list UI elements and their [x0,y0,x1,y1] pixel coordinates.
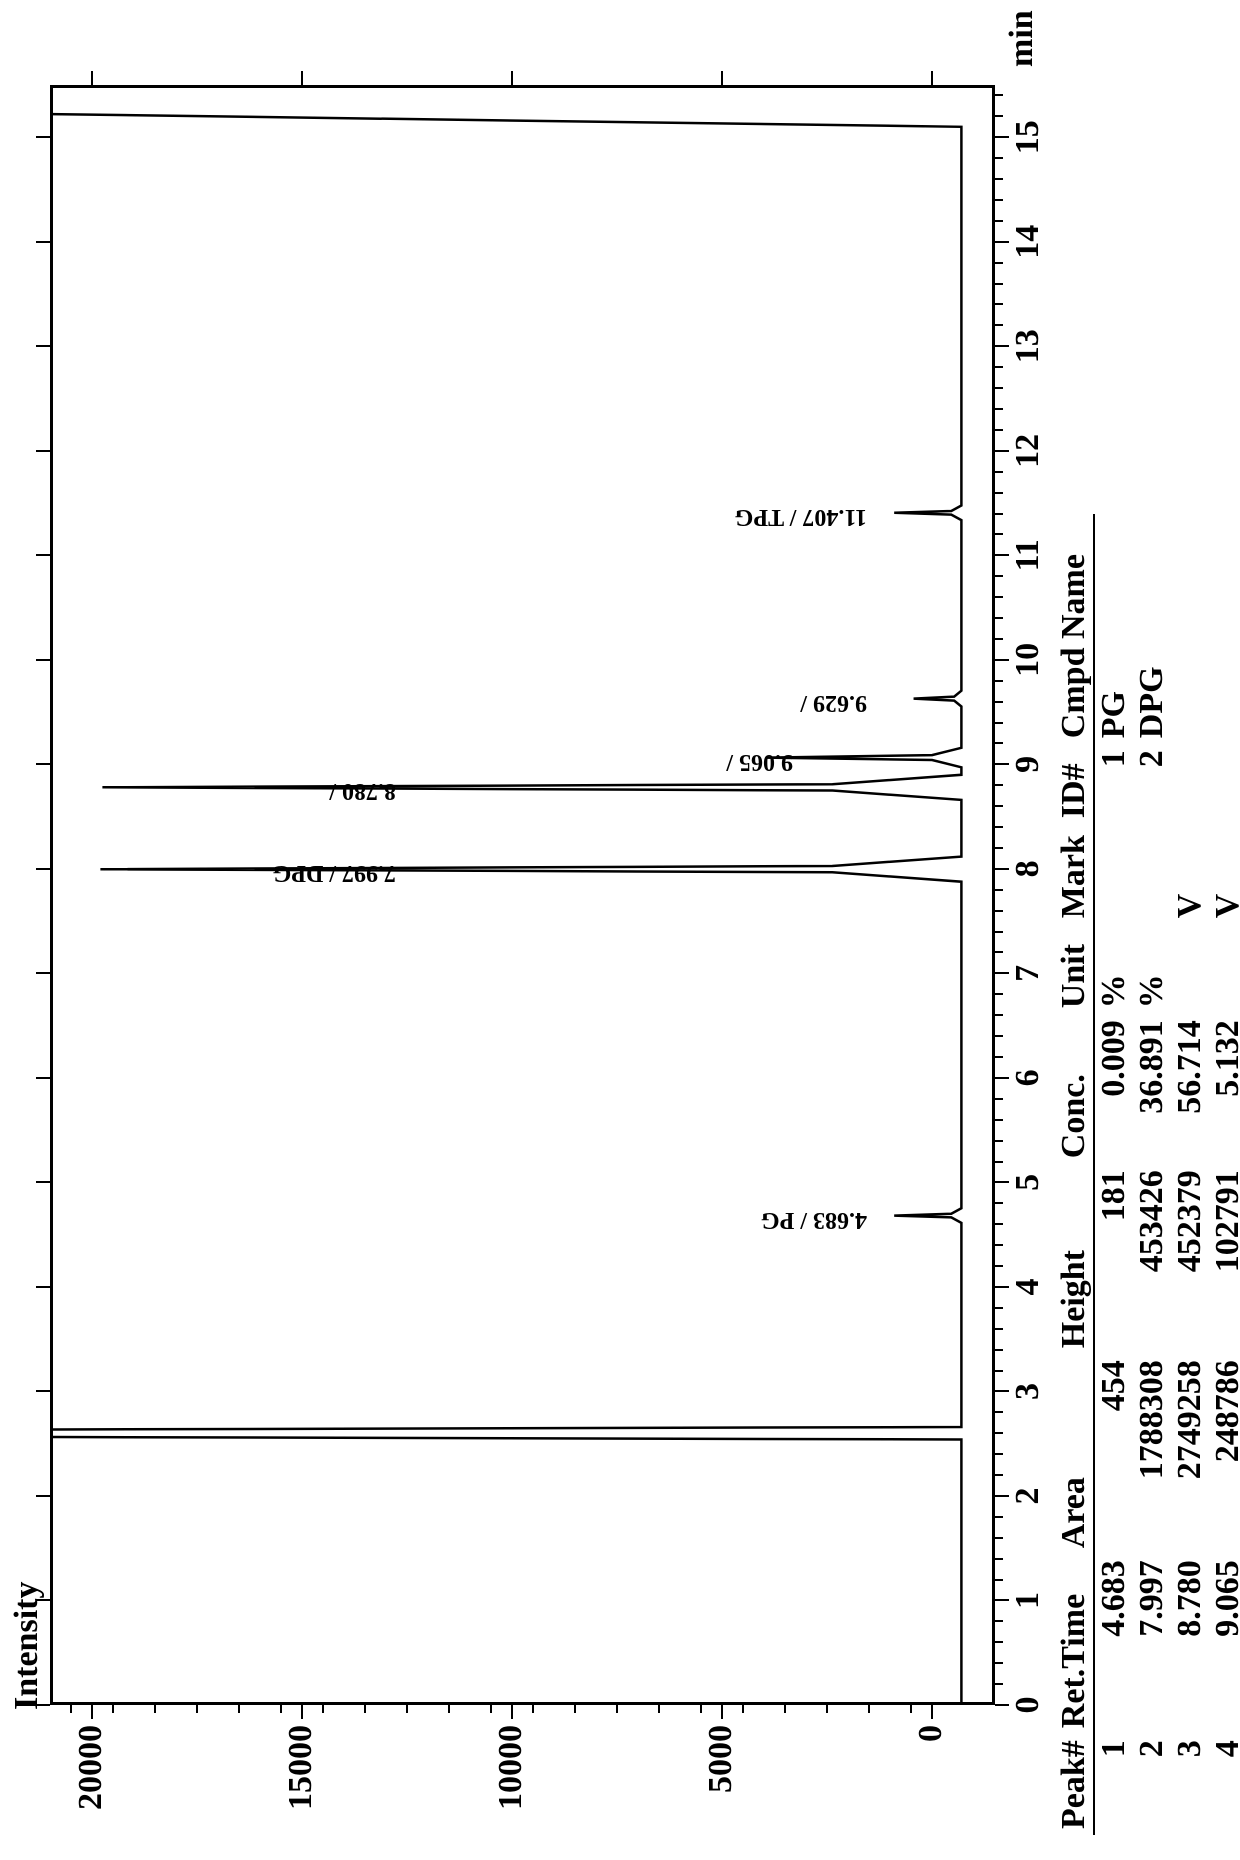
table-cell: V [1209,824,1240,924]
table-cell: 2 [1133,1734,1171,1835]
table-cell: 1 [1094,1734,1133,1835]
table-row: 49.0652487861027915.132 V [1209,514,1240,1835]
peak-label: 8.780 / [330,777,397,804]
table-header-row: Peak#Ret.TimeAreaHeightConc.UnitMarkID#C… [1055,514,1094,1835]
table-cell: 454 [1094,1354,1133,1554]
peak-label: 7.997 / DPG [273,859,396,886]
table-cell: V [1171,824,1209,924]
table-cell: % [1133,924,1171,1014]
table-cell [1094,824,1133,924]
table-header-cell: Height [1055,1164,1094,1354]
table-cell: 248786 [1209,1354,1240,1554]
page-root: Intensitymin0123456789101112131415050001… [0,0,1240,1860]
table-row: 14.6834541810.009%1PG [1094,514,1133,1835]
table-cell: 8.780 [1171,1554,1209,1734]
peak-results-table: Peak#Ret.TimeAreaHeightConc.UnitMarkID#C… [1055,514,1240,1835]
table-header-cell: Mark [1055,824,1094,924]
table-cell: 0.009 [1094,1014,1133,1164]
table-cell: 4.683 [1094,1554,1133,1734]
table-row: 38.780274925845237956.714 V [1171,514,1209,1835]
table-cell: 2 [1133,744,1171,824]
table-header-cell: Peak# [1055,1734,1094,1835]
table-cell: 1 [1094,744,1133,824]
table-header-cell: Area [1055,1354,1094,1554]
table-cell [1171,744,1209,824]
table-cell: 4 [1209,1734,1240,1835]
table-row: 27.997178830845342636.891%2DPG [1133,514,1171,1835]
table-cell: 7.997 [1133,1554,1171,1734]
peak-label: 11.407 / TPG [734,503,866,530]
table-cell: 2749258 [1171,1354,1209,1554]
peak-label: 9.629 / [800,689,867,716]
table-cell: 36.891 [1133,1014,1171,1164]
table-cell [1171,514,1209,744]
peak-label: 9.065 / [727,748,794,775]
table-cell: 3 [1171,1734,1209,1835]
table-header-cell: Unit [1055,924,1094,1014]
table-header-cell: Ret.Time [1055,1554,1094,1734]
table-cell: 452379 [1171,1164,1209,1354]
table-header-cell: Cmpd Name [1055,514,1094,744]
table-cell: 5.132 [1209,1014,1240,1164]
table-cell [1209,924,1240,1014]
table-header-cell: ID# [1055,744,1094,824]
table-cell: 181 [1094,1164,1133,1354]
table-cell [1171,924,1209,1014]
table-cell: 102791 [1209,1164,1240,1354]
table-cell: 1788308 [1133,1354,1171,1554]
chromatogram-trace [0,0,1195,1860]
table-cell [1133,824,1171,924]
table-cell: 56.714 [1171,1014,1209,1164]
table-header-cell: Conc. [1055,1014,1094,1164]
table-cell: PG [1094,514,1133,744]
rotated-canvas: Intensitymin0123456789101112131415050001… [0,0,1240,1860]
table-cell [1209,744,1240,824]
table-cell: 453426 [1133,1164,1171,1354]
table-cell: DPG [1133,514,1171,744]
table-cell: 9.065 [1209,1554,1240,1734]
table-cell: % [1094,924,1133,1014]
peak-label: 4.683 / PG [761,1206,867,1233]
table-cell [1209,514,1240,744]
